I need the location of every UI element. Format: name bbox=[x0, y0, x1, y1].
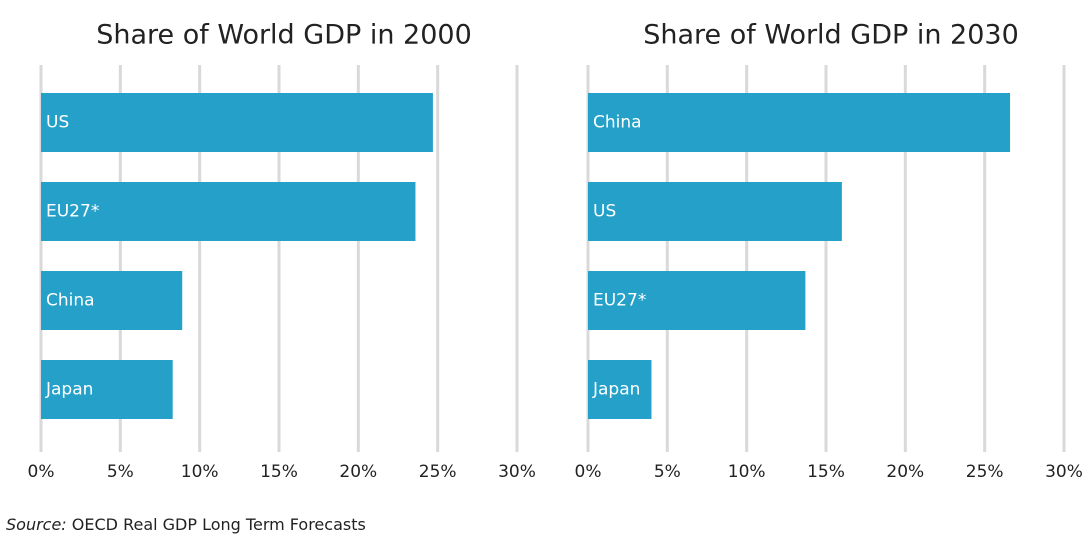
source-label: Source: bbox=[6, 515, 67, 534]
category-label: Japan bbox=[45, 380, 93, 400]
x-tick-label: 25% bbox=[419, 462, 457, 482]
category-label: EU27* bbox=[46, 202, 99, 222]
bar bbox=[41, 360, 173, 419]
source-text: OECD Real GDP Long Term Forecasts bbox=[72, 515, 366, 534]
bar bbox=[588, 360, 652, 419]
category-label: US bbox=[46, 113, 69, 133]
x-tick-label: 15% bbox=[807, 462, 845, 482]
chart-title: Share of World GDP in 2000 bbox=[96, 20, 472, 51]
category-label: China bbox=[593, 113, 642, 133]
bar bbox=[588, 271, 806, 330]
x-tick-label: 0% bbox=[575, 462, 602, 482]
bar bbox=[588, 182, 842, 241]
x-tick-label: 0% bbox=[28, 462, 55, 482]
x-tick-label: 15% bbox=[260, 462, 298, 482]
bar bbox=[41, 182, 416, 241]
x-tick-label: 20% bbox=[886, 462, 924, 482]
category-label: Japan bbox=[592, 380, 640, 400]
category-label: EU27* bbox=[593, 291, 646, 311]
bar bbox=[588, 93, 1011, 152]
x-tick-label: 10% bbox=[728, 462, 766, 482]
x-tick-label: 30% bbox=[498, 462, 536, 482]
x-tick-label: 5% bbox=[654, 462, 681, 482]
chart-title: Share of World GDP in 2030 bbox=[643, 20, 1019, 51]
bar bbox=[41, 93, 433, 152]
x-tick-label: 10% bbox=[181, 462, 219, 482]
x-tick-label: 25% bbox=[966, 462, 1004, 482]
bar bbox=[41, 271, 183, 330]
category-label: US bbox=[593, 202, 616, 222]
x-tick-label: 5% bbox=[107, 462, 134, 482]
x-tick-label: 20% bbox=[339, 462, 377, 482]
category-label: China bbox=[46, 291, 95, 311]
source: Source: OECD Real GDP Long Term Forecast… bbox=[6, 515, 366, 534]
x-tick-label: 30% bbox=[1045, 462, 1083, 482]
